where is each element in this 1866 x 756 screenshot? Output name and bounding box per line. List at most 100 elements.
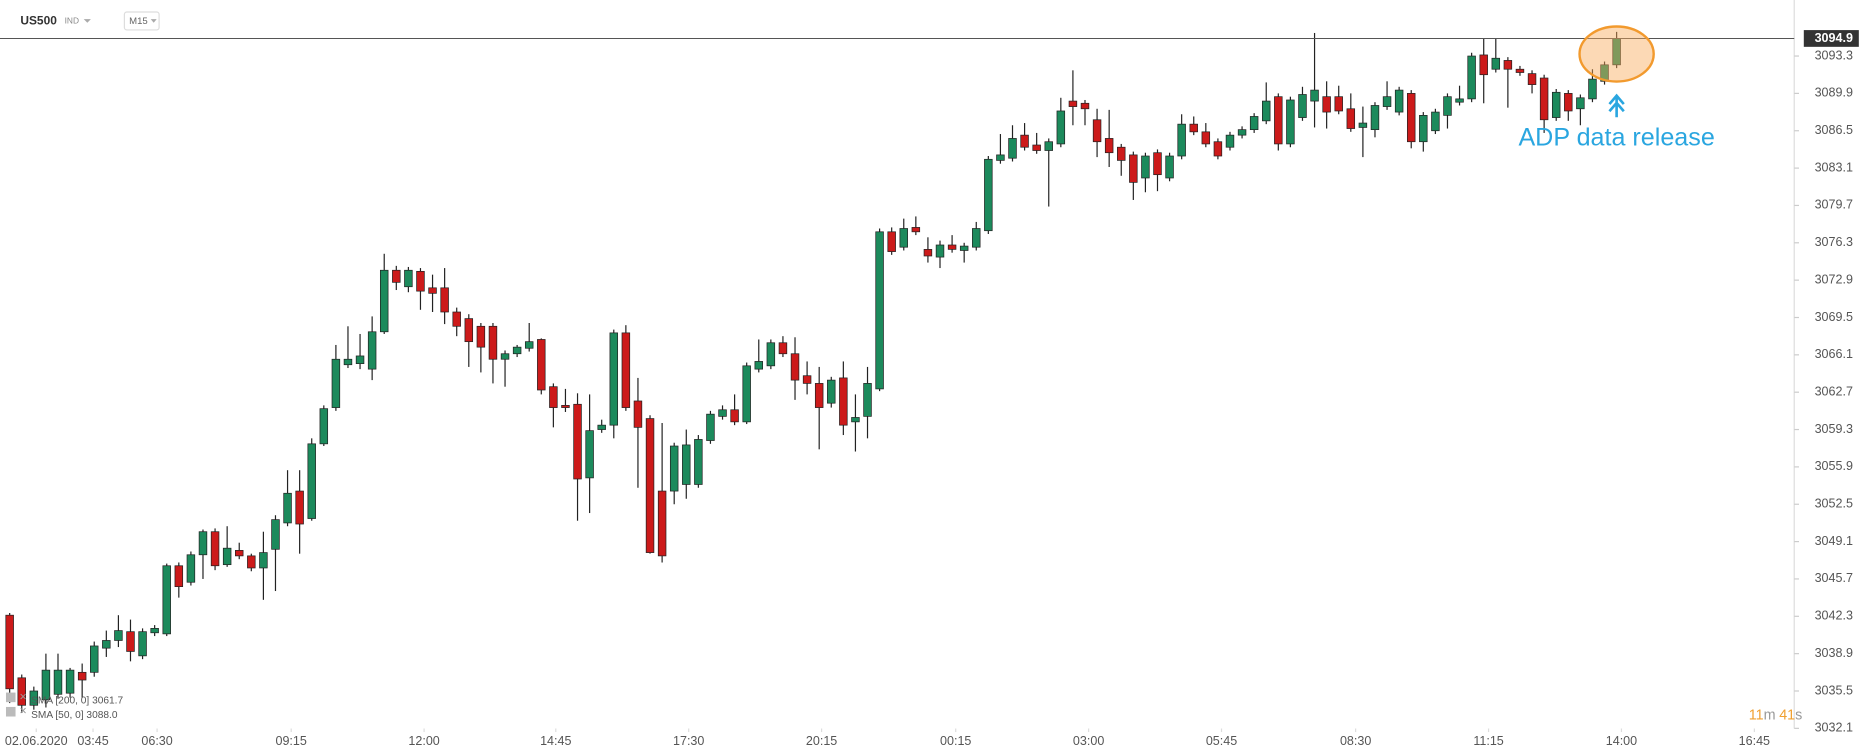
candle-body — [331, 358, 341, 408]
candle-body — [416, 270, 425, 292]
x-tick-label: 17:30 — [673, 734, 704, 748]
candle-body — [428, 287, 437, 294]
candle-body — [77, 671, 87, 681]
y-tick-label: 3079.7 — [1815, 198, 1853, 212]
candle-body — [65, 669, 75, 694]
candle-body — [150, 628, 159, 634]
x-tick-label: 09:15 — [275, 734, 306, 748]
candle-body — [597, 424, 606, 430]
candle-body — [851, 417, 860, 423]
candle-body — [222, 547, 232, 566]
indicator-legend: ✕ SMA [200, 0] 3061.7 ✕ SMA [50, 0] 3088… — [5, 692, 123, 721]
x-tick-label: 12:00 — [408, 734, 439, 748]
indicator-label: SMA [200, 0] 3061.7 — [31, 696, 123, 707]
candle-body — [1249, 116, 1259, 131]
candle-body — [935, 244, 945, 258]
candle-body — [17, 677, 26, 706]
candle-body — [379, 269, 389, 333]
candle-body — [392, 269, 401, 283]
candle-body — [259, 552, 268, 569]
candle-body — [537, 339, 546, 391]
candle-body — [1286, 99, 1295, 145]
countdown-seconds: 41 — [1779, 707, 1795, 723]
x-tick-label: 03:45 — [77, 734, 108, 748]
legend-close[interactable]: ✕ — [19, 692, 27, 703]
candle-body — [585, 430, 594, 479]
annotation-label: ADP data release — [1518, 123, 1714, 151]
x-tick-label: 03:00 — [1073, 734, 1104, 748]
y-tick-label: 3032.1 — [1815, 721, 1853, 735]
candle-body — [90, 645, 99, 673]
candle-body — [573, 403, 582, 480]
candle-body — [1310, 89, 1319, 102]
candle-body — [126, 631, 135, 652]
interval[interactable]: M15 — [129, 16, 148, 27]
interval-box[interactable] — [123, 11, 160, 31]
y-tick-label: 3059.3 — [1815, 422, 1853, 436]
x-tick-label: 11:15 — [1473, 734, 1503, 748]
candle-body — [1274, 96, 1283, 145]
legend-close[interactable]: ✕ — [19, 706, 27, 717]
candle-body — [1165, 155, 1174, 179]
candle-body — [1129, 154, 1138, 183]
candle-body — [1346, 108, 1356, 129]
candle-body — [41, 669, 51, 701]
candle-body — [1382, 96, 1392, 107]
candle-body — [984, 158, 993, 232]
y-tick-label: 3038.9 — [1815, 646, 1853, 660]
x-tick-label: 20:15 — [806, 734, 837, 748]
candle-body — [247, 555, 256, 569]
candle-body — [283, 492, 292, 524]
candle-body — [1455, 98, 1464, 103]
candle-body — [1394, 89, 1404, 113]
candle-body — [1443, 96, 1452, 116]
countdown: 11m 41s — [1749, 707, 1803, 723]
y-tick-label: 3076.3 — [1815, 235, 1853, 249]
y-tick-label: 3042.3 — [1815, 609, 1853, 623]
symbol[interactable]: US500 — [20, 14, 57, 28]
candle-body — [1588, 78, 1597, 100]
y-tick-label: 3035.5 — [1815, 683, 1853, 697]
candle-body — [1419, 115, 1428, 143]
candle-body — [1527, 73, 1537, 85]
candle-body — [319, 408, 329, 445]
candle-body — [138, 631, 147, 657]
symbol-dropdown[interactable] — [83, 19, 91, 23]
candle-body — [452, 311, 461, 327]
candle-body — [1334, 96, 1343, 112]
candle-body — [839, 377, 848, 426]
x-tick-label: 08:30 — [1340, 734, 1371, 748]
countdown-unit: m — [1764, 707, 1776, 723]
candle-body — [476, 325, 486, 348]
candle-body — [863, 383, 872, 417]
candle-body — [1104, 138, 1114, 154]
last-price-box — [1803, 30, 1859, 47]
candle-body — [1008, 138, 1017, 159]
candle-body — [549, 386, 558, 408]
last-price-label: 3094.9 — [1815, 31, 1853, 45]
candle-body — [404, 269, 413, 288]
candle-body — [186, 554, 196, 583]
candle-body — [1491, 57, 1501, 70]
x-tick-label: 06:30 — [141, 734, 172, 748]
candle-body — [814, 383, 824, 408]
candle-body — [996, 154, 1005, 161]
candle-body — [53, 669, 63, 695]
candle-body — [295, 490, 304, 525]
candle-body — [1080, 102, 1090, 110]
candle-body — [875, 231, 884, 390]
candle-body — [367, 331, 377, 370]
candle-body — [1551, 91, 1561, 118]
candle-body — [1225, 134, 1235, 148]
y-tick-label: 3093.3 — [1815, 48, 1853, 62]
y-tick-label: 3086.5 — [1815, 123, 1853, 137]
candle-body — [633, 400, 643, 428]
x-tick-label: 05:45 — [1206, 734, 1237, 748]
candle-body — [790, 353, 800, 381]
y-tick-label: 3045.7 — [1815, 571, 1853, 585]
interval-dropdown[interactable] — [150, 19, 157, 23]
candle-body — [959, 245, 969, 251]
candle-body — [210, 531, 220, 567]
candle-body — [464, 318, 474, 343]
candle-body — [706, 413, 715, 441]
